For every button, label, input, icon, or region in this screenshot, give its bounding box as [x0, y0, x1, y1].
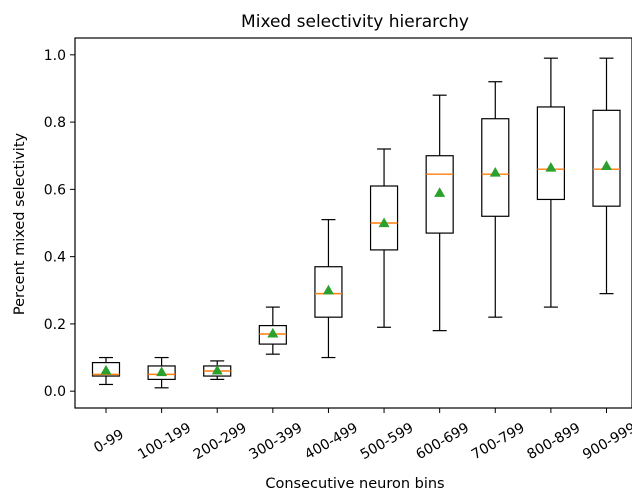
mean-marker: [100, 364, 112, 375]
y-tick-label: 0.4: [44, 250, 66, 266]
plot-area: [74, 37, 632, 409]
plot-frame: [74, 37, 632, 409]
x-tick-label: 200-299: [191, 420, 250, 463]
x-tick-label: 500-599: [358, 420, 417, 463]
iqr-box: [369, 185, 399, 251]
iqr-box: [314, 266, 343, 318]
iqr-box: [592, 109, 621, 207]
x-tick-label: 0-99: [91, 427, 127, 457]
box-7: [425, 94, 454, 332]
y-axis-ticks: 0.0 0.2 0.4 0.6 0.8 1.0: [44, 48, 75, 400]
y-tick-label: 0.6: [44, 182, 66, 198]
box-5: [314, 219, 343, 359]
y-tick-label: 1.0: [44, 48, 66, 64]
mean-marker: [322, 284, 334, 295]
mean-marker: [267, 327, 279, 338]
mean-marker: [156, 366, 168, 377]
iqr-box: [91, 361, 121, 377]
x-axis-title: Consecutive neuron bins: [265, 476, 444, 492]
box-8: [481, 81, 510, 318]
box-4: [258, 306, 287, 355]
iqr-box: [258, 324, 287, 345]
mean-marker: [211, 364, 223, 375]
iqr-box: [425, 155, 454, 234]
x-tick-label: 300-399: [247, 420, 306, 463]
mean-marker: [601, 160, 612, 170]
x-tick-label: 100-199: [135, 420, 194, 463]
chart-title: Mixed selectivity hierarchy: [241, 12, 469, 32]
y-tick-label: 0.2: [44, 317, 66, 333]
y-axis-title: Percent mixed selectivity: [12, 132, 28, 315]
y-tick-label: 0.8: [44, 115, 66, 131]
iqr-box: [481, 118, 510, 217]
x-tick-label: 600-699: [413, 420, 472, 463]
x-axis-ticks: 0-99 100-199200-299300-399400-499500-5996…: [91, 408, 632, 463]
mean-marker: [378, 217, 390, 228]
box-3: [203, 360, 232, 381]
box-2: [147, 356, 176, 389]
iqr-box: [536, 106, 565, 201]
box-6: [369, 148, 399, 328]
box-10: [592, 57, 621, 295]
box-1: [91, 356, 121, 386]
mean-marker: [545, 162, 557, 172]
iqr-box: [147, 365, 176, 381]
mean-marker: [489, 167, 501, 177]
y-tick-label: 0.0: [44, 384, 66, 400]
x-tick-label: 400-499: [302, 420, 361, 463]
x-tick-label: 900-999: [580, 420, 632, 463]
x-tick-label: 700-799: [469, 420, 528, 463]
box-9: [536, 57, 565, 308]
x-tick-label: 800-899: [525, 420, 584, 463]
mean-marker: [434, 187, 446, 197]
